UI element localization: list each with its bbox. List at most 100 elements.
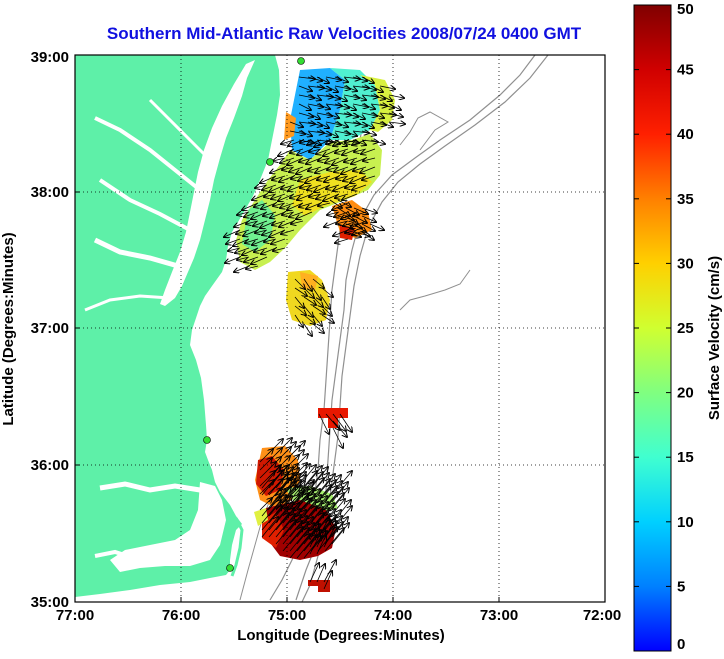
colorbar-tick-label: 35	[677, 191, 694, 208]
velocity-vector	[370, 122, 386, 125]
colorbar-tick-label: 5	[677, 578, 685, 595]
velocity-vector	[343, 77, 360, 79]
velocity-vector	[335, 238, 349, 243]
velocity-vector	[325, 122, 341, 125]
velocity-vector	[352, 112, 365, 119]
colorbar-tick-label: 40	[677, 126, 694, 143]
velocity-vector	[325, 413, 340, 430]
velocity-vector	[361, 231, 374, 240]
velocity-vector	[294, 278, 305, 289]
velocity-vector	[379, 103, 394, 108]
velocity-vector	[334, 131, 350, 134]
velocity-vector	[353, 223, 366, 232]
x-tick-label: 72:00	[583, 607, 621, 624]
velocity-vector	[325, 112, 339, 118]
bay-tributary-2	[98, 178, 191, 232]
velocity-vector	[334, 121, 348, 127]
velocity-vector	[312, 296, 323, 307]
velocity-vector	[307, 94, 321, 100]
velocity-vector	[361, 76, 374, 83]
velocity-vector	[275, 508, 294, 531]
velocity-vector	[303, 296, 316, 305]
y-tick-label: 37:00	[31, 320, 69, 337]
velocity-vector	[312, 278, 324, 288]
velocity-vector	[261, 494, 280, 517]
velocity-vector	[334, 76, 348, 82]
velocity-vector	[298, 130, 312, 136]
colorbar-tick-label: 30	[677, 255, 694, 272]
y-tick-label: 35:00	[31, 594, 69, 611]
velocity-vector	[259, 471, 275, 487]
velocity-vector	[312, 314, 322, 326]
station-marker	[297, 57, 305, 65]
velocity-vector	[289, 534, 310, 559]
velocity-vector	[361, 103, 375, 109]
velocity-vector	[281, 229, 295, 234]
velocity-vector	[303, 287, 314, 298]
station-marker	[226, 564, 234, 572]
velocity-vector	[337, 207, 350, 216]
velocity-vector	[268, 478, 289, 503]
velocity-vector	[316, 103, 330, 109]
y-axis-label: Latitude (Degrees:Minutes)	[0, 232, 17, 425]
velocity-vector	[289, 121, 303, 127]
velocity-vector	[352, 94, 366, 100]
bathymetry-contour-slope-3	[399, 111, 449, 151]
velocity-vector	[379, 86, 395, 89]
velocity-vector	[294, 296, 304, 308]
velocity-vector	[361, 148, 376, 154]
velocity-vector	[332, 427, 343, 448]
y-tick-label: 39:00	[31, 49, 69, 66]
velocity-vector	[298, 122, 315, 124]
velocity-vector	[289, 522, 308, 545]
x-tick-label: 77:00	[56, 607, 94, 624]
velocity-vector	[363, 158, 376, 161]
velocity-vector	[312, 287, 321, 300]
velocity-vector	[323, 525, 336, 548]
velocity-vector	[318, 203, 331, 206]
velocity-vector	[282, 527, 303, 552]
velocity-vector	[251, 256, 268, 264]
velocity-vector	[316, 76, 329, 83]
map-title: Southern Mid-Atlantic Raw Velocities 200…	[107, 24, 582, 43]
velocity-vector	[343, 95, 359, 98]
station-marker	[266, 158, 274, 166]
velocity-vector	[352, 139, 367, 145]
velocity-vector	[321, 305, 332, 316]
velocity-vector	[342, 193, 358, 200]
velocity-vector	[294, 287, 307, 296]
velocity-vector	[307, 131, 324, 133]
velocity-vector	[361, 207, 377, 213]
y-axis: 35:00 36:00 37:00 38:00 39:00 Latitude (…	[0, 49, 80, 611]
velocity-vector	[334, 103, 349, 108]
bay-tributary-1	[93, 237, 179, 269]
velocity-vector	[316, 121, 329, 128]
velocity-vector	[298, 77, 315, 79]
velocity-vector	[296, 529, 315, 552]
velocity-vector	[334, 94, 347, 101]
velocity-vector	[370, 85, 383, 92]
velocity-vector	[334, 86, 350, 89]
velocity-vector	[361, 130, 376, 135]
velocity-vector	[303, 466, 322, 489]
velocity-vector	[312, 323, 324, 333]
velocity-vector	[268, 466, 287, 489]
velocity-vector	[343, 85, 357, 91]
velocity-vector	[353, 215, 367, 223]
velocity-vector	[343, 112, 358, 117]
velocity-vector	[309, 522, 318, 541]
velocity-vector	[291, 221, 304, 224]
x-axis: 77:00 76:00 75:00 74:00 73:00 72:00 Long…	[56, 597, 621, 644]
bay-tributary-5	[84, 294, 171, 312]
velocity-vector	[361, 223, 375, 231]
velocity-vector	[388, 112, 403, 117]
velocity-vector	[307, 104, 323, 107]
x-tick-label: 73:00	[480, 607, 518, 624]
velocity-vector	[316, 85, 331, 90]
colorbar-tick-label: 20	[677, 385, 694, 402]
velocity-vector	[259, 458, 272, 471]
colorbar-label: Surface Velocity (cm/s)	[706, 256, 723, 420]
velocity-vector	[268, 472, 288, 496]
albemarle-river	[99, 481, 201, 493]
velocity-vector	[275, 514, 295, 538]
